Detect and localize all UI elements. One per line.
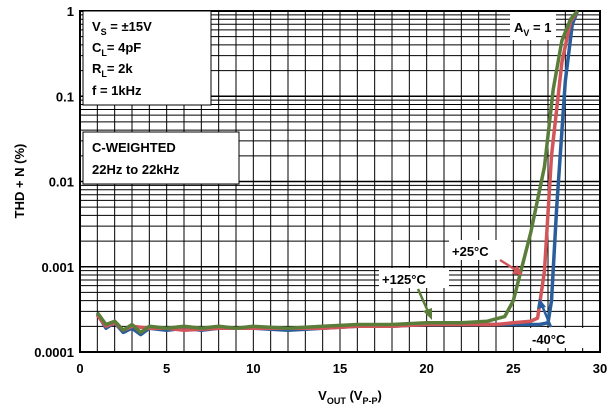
annotation-40c-bg bbox=[529, 328, 584, 348]
annotation-125c: +125°C bbox=[379, 268, 449, 320]
gain-box: AV = 1 bbox=[510, 12, 556, 40]
gain-label: AV = 1 bbox=[514, 20, 551, 38]
annotation-40c-label: -40°C bbox=[532, 332, 566, 347]
gain-box-bg bbox=[510, 12, 556, 40]
y-tick-label: 1 bbox=[67, 4, 74, 19]
x-tick-labels: 0 5 10 15 20 25 30 bbox=[76, 361, 607, 376]
plot-frame bbox=[79, 10, 601, 353]
annotation-125c-label: +125°C bbox=[382, 272, 426, 287]
x-tick-label: 20 bbox=[419, 361, 433, 376]
annotation-25c: +25°C bbox=[449, 240, 523, 275]
rl-label: RL= 2k bbox=[92, 61, 133, 79]
freq-label: f = 1kHz bbox=[92, 83, 142, 98]
annotation-40c: -40°C bbox=[529, 298, 584, 348]
cl-label: CL= 4pF bbox=[92, 40, 141, 58]
weighting-line1: C-WEIGHTED bbox=[92, 140, 176, 155]
conditions-box-bg bbox=[82, 10, 212, 106]
annotation-40c-arrowhead bbox=[537, 298, 546, 309]
annotation-125c-arrowhead bbox=[423, 308, 432, 320]
x-tick-label: 25 bbox=[506, 361, 520, 376]
x-tick-label: 5 bbox=[163, 361, 170, 376]
y-axis-title: THD + N (%) bbox=[12, 144, 27, 219]
weighting-line2: 22Hz to 22kHz bbox=[92, 162, 180, 177]
x-tick-label: 15 bbox=[333, 361, 347, 376]
weighting-box-bg bbox=[82, 131, 240, 185]
annotation-125c-bg bbox=[379, 268, 449, 288]
vs-label: VS = ±15V bbox=[92, 19, 152, 37]
annotation-25c-bg bbox=[449, 240, 511, 260]
x-axis-title: VOUT (VP-P) bbox=[318, 388, 382, 406]
y-tick-label: 0.1 bbox=[56, 89, 74, 104]
y-tick-labels: 1 0.1 0.01 0.001 0.0001 bbox=[34, 4, 74, 360]
y-tick-label: 0.01 bbox=[49, 175, 74, 190]
series-layer bbox=[95, 9, 580, 337]
annotation-25c-label: +25°C bbox=[452, 244, 489, 259]
x-tick-label: 30 bbox=[593, 361, 607, 376]
y-tick-label: 0.0001 bbox=[34, 345, 74, 360]
weighting-box: C-WEIGHTED 22Hz to 22kHz bbox=[82, 131, 240, 185]
x-tick-label: 10 bbox=[246, 361, 260, 376]
x-tick-label: 0 bbox=[76, 361, 83, 376]
y-tick-label: 0.001 bbox=[41, 260, 74, 275]
annotation-25c-arrowhead bbox=[512, 265, 523, 275]
conditions-box: VS = ±15V CL= 4pF RL= 2k f = 1kHz bbox=[82, 10, 212, 106]
series-line bbox=[95, 9, 579, 335]
